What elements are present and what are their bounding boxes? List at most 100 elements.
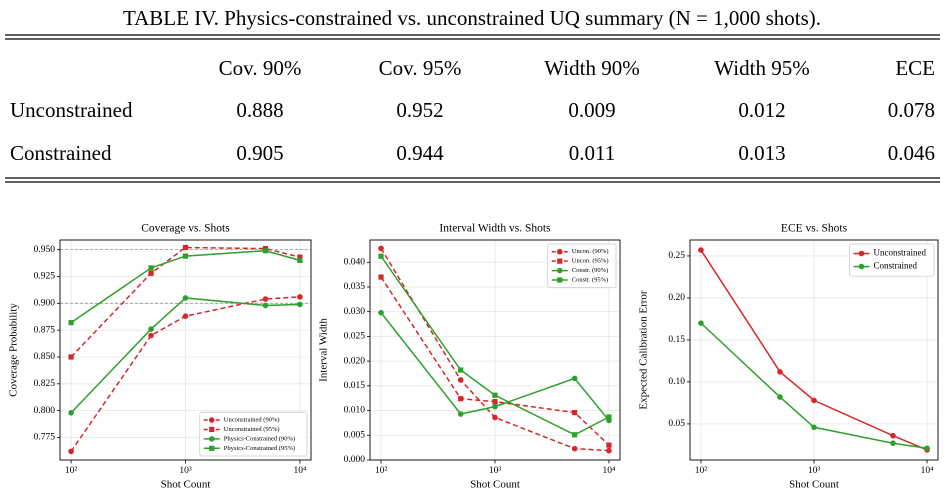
legend-label: Physics-Constrained (95%) xyxy=(224,445,295,452)
cell: 0.952 xyxy=(396,98,443,122)
marker xyxy=(890,440,896,447)
legend-label: Unconstrained (95%) xyxy=(224,426,280,433)
column-header: Cov. 95% xyxy=(379,56,462,80)
y-tick-label: 0.05 xyxy=(668,419,685,429)
column-header: Width 95% xyxy=(714,56,809,80)
marker xyxy=(924,445,930,452)
y-axis-label: Expected Calibration Error xyxy=(638,290,650,409)
marker xyxy=(297,257,303,263)
x-axis-label: Shot Count xyxy=(470,479,520,491)
legend-label: Unconstrained (90%) xyxy=(224,416,280,423)
y-axis-label: Coverage Probability xyxy=(8,303,20,397)
x-tick-label: 10³ xyxy=(489,466,502,476)
column-header: Width 90% xyxy=(544,56,639,80)
y-tick-label: 0.035 xyxy=(344,282,366,292)
chart-title: Coverage vs. Shots xyxy=(141,223,230,235)
marker xyxy=(572,432,578,438)
x-tick-label: 10³ xyxy=(179,466,192,476)
cell: 0.013 xyxy=(738,141,785,165)
chart-title: ECE vs. Shots xyxy=(781,223,848,235)
legend-label: Constr. (90%) xyxy=(572,267,608,274)
marker xyxy=(68,409,74,416)
chart-title: Interval Width vs. Shots xyxy=(439,223,551,235)
marker xyxy=(698,247,704,253)
legend-marker xyxy=(557,258,563,264)
legend-marker xyxy=(858,250,865,257)
y-tick-label: 0.10 xyxy=(668,377,685,387)
plot-frame xyxy=(689,239,939,461)
legend-label: Uncon. (95%) xyxy=(572,258,609,265)
marker xyxy=(492,392,498,398)
y-tick-label: 0.20 xyxy=(668,293,685,303)
marker xyxy=(378,274,384,280)
row-label: Constrained xyxy=(10,141,112,165)
marker xyxy=(811,424,817,431)
marker xyxy=(182,295,189,301)
y-tick-label: 0.25 xyxy=(668,251,685,261)
marker xyxy=(572,409,578,416)
marker xyxy=(297,294,303,300)
marker xyxy=(297,301,303,308)
legend-marker xyxy=(858,263,865,270)
legend-marker xyxy=(208,417,215,423)
marker xyxy=(262,302,269,309)
x-tick-label: 10⁴ xyxy=(921,466,935,476)
marker xyxy=(458,396,464,402)
y-tick-label: 0.015 xyxy=(344,381,366,391)
y-tick-label: 0.025 xyxy=(344,332,366,342)
marker xyxy=(148,326,154,332)
legend-label: Uncon. (90%) xyxy=(572,248,609,255)
cell: 0.011 xyxy=(569,141,615,165)
marker xyxy=(148,265,154,271)
cell: 0.888 xyxy=(236,98,283,122)
legend-box xyxy=(199,411,308,457)
marker xyxy=(698,320,704,326)
table-title: TABLE IV. Physics-constrained vs. uncons… xyxy=(123,6,821,30)
y-tick-label: 0.005 xyxy=(344,430,366,440)
x-tick-label: 10⁴ xyxy=(603,466,617,476)
y-tick-label: 0.850 xyxy=(34,352,56,362)
cell: 0.009 xyxy=(568,98,615,122)
marker xyxy=(378,245,384,252)
legend-label: Constrained xyxy=(874,261,918,271)
y-tick-label: 0.925 xyxy=(34,272,56,282)
cell: 0.078 xyxy=(888,98,935,122)
marker xyxy=(297,254,303,260)
y-axis-label: Interval Width xyxy=(318,318,330,382)
y-tick-label: 0.825 xyxy=(34,379,56,389)
y-tick-label: 0.030 xyxy=(344,307,366,317)
marker xyxy=(571,445,578,452)
legend-marker xyxy=(556,248,563,255)
x-axis-label: Shot Count xyxy=(789,479,839,491)
y-tick-label: 0.010 xyxy=(344,406,366,416)
row-label: Unconstrained xyxy=(10,98,133,122)
marker xyxy=(492,399,498,405)
marker xyxy=(148,270,154,276)
marker xyxy=(182,253,189,259)
x-tick-label: 10² xyxy=(375,466,388,476)
x-tick-label: 10² xyxy=(65,466,78,476)
cell: 0.905 xyxy=(236,141,283,165)
legend-label: Unconstrained xyxy=(874,248,927,258)
marker xyxy=(777,394,783,400)
marker xyxy=(68,448,74,455)
y-tick-label: 0.020 xyxy=(344,356,366,366)
cell: 0.944 xyxy=(396,141,444,165)
marker xyxy=(182,244,189,251)
marker xyxy=(492,414,498,421)
y-tick-label: 0.900 xyxy=(34,299,56,309)
column-header: Cov. 90% xyxy=(219,56,302,80)
marker xyxy=(606,414,612,420)
y-tick-label: 0.15 xyxy=(668,335,685,345)
legend-label: Constr. (95%) xyxy=(572,276,608,283)
legend-label: Physics-Constrained (90%) xyxy=(224,435,295,442)
marker xyxy=(378,253,384,259)
legend-marker xyxy=(209,445,215,451)
y-tick-label: 0.040 xyxy=(344,257,366,267)
plot-frame xyxy=(59,239,312,461)
marker xyxy=(606,447,612,454)
legend-box xyxy=(547,243,617,289)
legend-marker xyxy=(209,426,215,433)
marker xyxy=(811,397,817,404)
